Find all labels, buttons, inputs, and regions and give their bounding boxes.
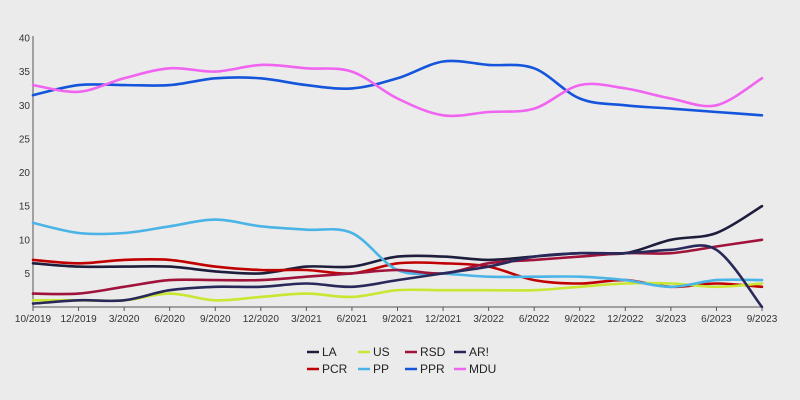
x-tick-label: 12/2022 <box>607 314 644 325</box>
legend-label-pp: PP <box>373 362 389 376</box>
x-tick-label: 3/2023 <box>656 314 687 325</box>
series-line-mdu <box>31 63 764 118</box>
legend-label-la: LA <box>322 345 337 359</box>
series-lines <box>31 59 764 309</box>
y-tick-label: 30 <box>19 101 31 112</box>
x-tick-label: 9/2023 <box>747 314 778 325</box>
series-line-ppr <box>31 59 764 117</box>
x-tick-label: 3/2020 <box>109 314 140 325</box>
legend-label-mdu: MDU <box>469 362 496 376</box>
chart-axes: 5 10 15 20 25 30 35 40 10/2019 12/2019 3/2020 6/202… <box>15 34 778 326</box>
legend-label-ppr: PPR <box>420 362 445 376</box>
series-line-la <box>31 204 764 275</box>
x-tick-label: 3/2021 <box>291 314 322 325</box>
series-line-ar <box>31 244 764 309</box>
x-tick-label: 9/2020 <box>200 314 231 325</box>
x-tick-label: 9/2022 <box>564 314 595 325</box>
legend-label-rsd: RSD <box>420 345 446 359</box>
x-tick-label: 6/2020 <box>154 314 185 325</box>
y-tick-label: 20 <box>19 168 31 179</box>
y-tick-label: 35 <box>19 67 31 78</box>
x-tick-label: 10/2019 <box>15 314 52 325</box>
x-tick-label: 6/2023 <box>701 314 732 325</box>
x-tick-label: 3/2022 <box>473 314 504 325</box>
y-tick-label: 10 <box>19 235 31 246</box>
x-tick-label: 6/2021 <box>337 314 368 325</box>
y-tick-label: 25 <box>19 134 31 145</box>
x-tick-label: 12/2019 <box>60 314 97 325</box>
x-tick-label: 12/2020 <box>243 314 280 325</box>
legend-label-ar: AR! <box>469 345 489 359</box>
x-tick-label: 9/2021 <box>382 314 413 325</box>
y-tick-label: 40 <box>19 34 31 45</box>
legend: LA US RSD AR! PCR PP PPR MDU <box>307 345 496 376</box>
y-tick-label: 15 <box>19 202 31 213</box>
legend-label-pcr: PCR <box>322 362 348 376</box>
legend-label-us: US <box>373 345 390 359</box>
y-tick-label: 5 <box>24 269 30 280</box>
x-tick-label: 6/2022 <box>519 314 550 325</box>
x-tick-label: 12/2021 <box>425 314 462 325</box>
